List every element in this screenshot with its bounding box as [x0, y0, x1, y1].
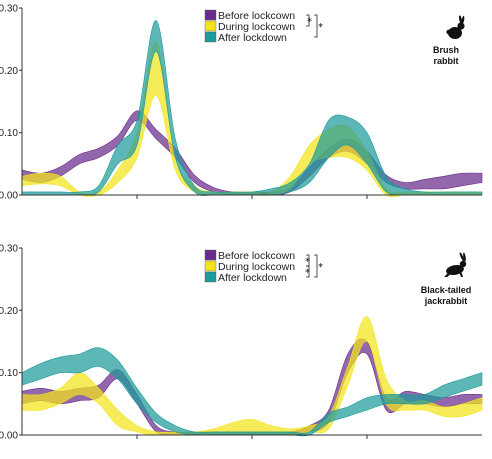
jackrabbit-leg-shape: [444, 272, 452, 277]
jackrabbit-ear-shape: [463, 252, 466, 262]
density-band-during-lockcown: [21, 41, 483, 198]
significance-brackets: ** *: [305, 254, 323, 279]
legend-swatch: [204, 271, 217, 283]
significance-star: *: [305, 268, 310, 279]
y-tick-label: 0.00: [0, 431, 18, 442]
y-tick-label: 0.30: [0, 4, 18, 15]
legend-label: Before lockcown: [218, 250, 295, 262]
y-tick-label: 0.20: [0, 66, 18, 77]
density-band-after-lockdown: [21, 20, 483, 196]
significance-star: *: [305, 257, 310, 268]
significance-star: *: [318, 262, 323, 273]
legend-label: Before lockcown: [218, 10, 295, 22]
rabbit-ear-shape: [461, 15, 465, 24]
legend-label: After lockdown: [218, 32, 287, 44]
species-label: rabbit: [433, 56, 458, 66]
legend-swatch: [204, 31, 217, 43]
legend-swatch: [204, 9, 217, 21]
rabbit-tail-shape: [446, 29, 451, 35]
jackrabbit-leg-shape: [459, 271, 463, 277]
species-label: Black-tailed: [421, 285, 472, 295]
rabbit-silhouette-icon: [446, 15, 465, 39]
bracket-inner-bottom: [306, 265, 310, 278]
density-band-during-lockcown: [21, 316, 483, 436]
rabbit-ear-shape: [458, 15, 463, 24]
y-tick-label: 0.00: [0, 191, 18, 202]
legend-swatch: [204, 249, 217, 261]
species-label: Brush: [433, 45, 459, 55]
y-tick-label: 0.10: [0, 128, 18, 139]
density-band-before-lockcown: [21, 110, 483, 196]
rabbit-head-shape: [457, 22, 465, 30]
y-tick-label: 0.20: [0, 306, 18, 317]
density-band-after-lockdown: [21, 347, 483, 437]
species-label: jackrabbit: [424, 296, 468, 306]
legend-swatch: [204, 20, 217, 32]
jackrabbit-silhouette-icon: [444, 252, 467, 277]
significance-brackets: * *: [306, 14, 323, 38]
y-tick-label: 0.10: [0, 368, 18, 379]
significance-star: *: [318, 22, 323, 33]
jackrabbit-ear-shape: [459, 252, 465, 262]
y-tick-label: 0.30: [0, 244, 18, 255]
significance-star: *: [307, 17, 312, 28]
jackrabbit-head-shape: [459, 260, 467, 268]
rabbit-body-shape: [448, 27, 462, 39]
bracket-outer: [314, 14, 318, 38]
legend-swatch: [204, 260, 217, 272]
bracket-inner: [306, 14, 310, 27]
legend-label: During lockcown: [218, 21, 295, 33]
legend-label: After lockdown: [218, 272, 287, 284]
legend-label: During lockcown: [218, 261, 295, 273]
bracket-outer: [314, 254, 318, 278]
